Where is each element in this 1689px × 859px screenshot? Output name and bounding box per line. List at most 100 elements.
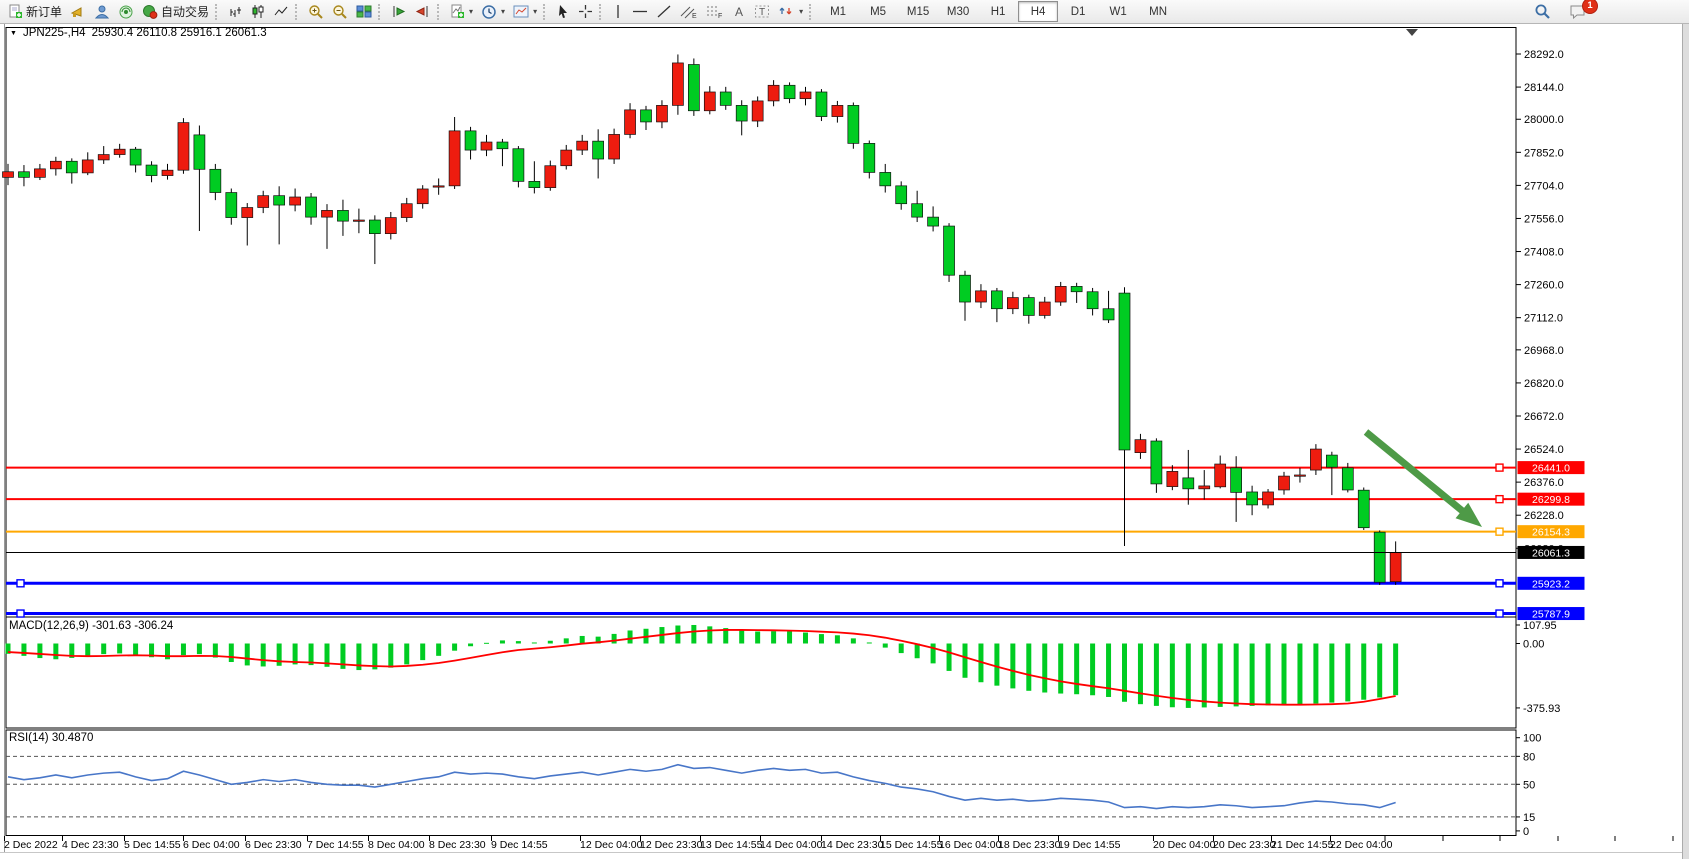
svg-text:26820.0: 26820.0	[1524, 378, 1564, 390]
svg-text:22 Dec 04:00: 22 Dec 04:00	[1330, 839, 1393, 851]
vertical-line-button[interactable]	[608, 1, 628, 23]
svg-text:28144.0: 28144.0	[1524, 82, 1564, 94]
indicators-button[interactable]: ▾	[446, 1, 477, 23]
svg-text:12 Dec 23:30: 12 Dec 23:30	[640, 839, 703, 851]
bar-chart-icon	[230, 7, 242, 17]
equidistant-channel-button[interactable]: E	[676, 1, 702, 23]
publish-button[interactable]	[66, 1, 90, 23]
candlestick-chart-button[interactable]	[247, 1, 270, 23]
terminal-button[interactable]	[90, 1, 114, 23]
svg-text:26061.3: 26061.3	[1532, 547, 1570, 559]
svg-text:7 Dec 14:55: 7 Dec 14:55	[307, 839, 364, 851]
fibonacci-button[interactable]: F	[702, 1, 728, 23]
symbol-ohlc-line[interactable]: ▼ JPN225-,H4 25930.4 26110.8 25916.1 260…	[10, 27, 267, 39]
clock-icon	[482, 4, 496, 19]
svg-text:50: 50	[1523, 779, 1535, 791]
timeframe-h4-button[interactable]: H4	[1018, 1, 1059, 22]
notification-badge: 1	[1582, 0, 1598, 14]
svg-text:80: 80	[1523, 751, 1535, 763]
arrows-button[interactable]: ▾	[774, 1, 807, 23]
trendline-icon	[657, 5, 671, 18]
text-label-button[interactable]: T	[750, 1, 774, 23]
dropdown-caret-icon: ▾	[501, 7, 506, 16]
svg-text:26672.0: 26672.0	[1524, 411, 1564, 423]
dropdown-caret-icon: ▾	[799, 7, 804, 16]
svg-text:16 Dec 04:00: 16 Dec 04:00	[939, 839, 1002, 851]
text-button[interactable]: A	[728, 1, 750, 23]
chart-canvas[interactable]: 28292.0 28144.0 28000.0 27852.0 27704.0 27556…	[0, 24, 1689, 859]
line-chart-button[interactable]	[270, 1, 293, 23]
text-icon: A	[735, 5, 743, 19]
zoom-out-button[interactable]	[328, 1, 352, 23]
bar-chart-button[interactable]	[224, 1, 247, 23]
toolbar-grip	[543, 3, 548, 20]
svg-text:27408.0: 27408.0	[1524, 247, 1564, 259]
svg-text:27112.0: 27112.0	[1524, 313, 1563, 325]
svg-text:0: 0	[1523, 826, 1529, 838]
chart-shift-marker[interactable]	[1406, 29, 1418, 36]
price-badges: 26441.0 26299.8 26154.3 26061.3 25923.2 25787…	[16, 461, 1585, 621]
search-button[interactable]	[1530, 1, 1555, 23]
timeframe-m5-button[interactable]: M5	[870, 5, 887, 18]
toolbar-grip	[599, 3, 604, 20]
crosshair-button[interactable]	[574, 1, 597, 23]
trendline-button[interactable]	[652, 1, 676, 23]
new-order-icon	[9, 4, 22, 18]
chart-shift-button[interactable]	[411, 1, 435, 23]
svg-text:100: 100	[1523, 733, 1541, 745]
timeframe-m30-button[interactable]: M30	[946, 5, 970, 18]
timeframe-m1-button[interactable]: M1	[830, 5, 847, 18]
crosshair-icon	[579, 5, 593, 18]
svg-text:14 Dec 23:30: 14 Dec 23:30	[821, 839, 884, 851]
tile-windows-button[interactable]	[352, 1, 376, 23]
timeframe-mn-button[interactable]: MN	[1149, 5, 1168, 18]
auto-trading-button[interactable]: 自动交易	[138, 1, 213, 23]
arrows-icon	[779, 7, 792, 15]
timeframe-d1-button[interactable]: D1	[1070, 5, 1086, 18]
svg-text:26968.0: 26968.0	[1524, 345, 1564, 357]
horizontal-line-button[interactable]	[628, 1, 652, 23]
zoom-in-button[interactable]	[304, 1, 328, 23]
cursor-button[interactable]	[552, 1, 574, 23]
dropdown-caret-icon: ▾	[533, 7, 538, 16]
auto-scroll-button[interactable]	[387, 1, 411, 23]
timeframe-m15-button[interactable]: M15	[906, 5, 930, 18]
terminal-person-icon	[94, 5, 110, 19]
templates-button[interactable]: ▾	[509, 1, 541, 23]
svg-text:13 Dec 14:55: 13 Dec 14:55	[700, 839, 763, 851]
new-order-button[interactable]: 新订单	[4, 1, 66, 23]
line-chart-icon	[274, 6, 288, 16]
macd-panel: 107.95 0.00 -375.93	[5, 620, 1560, 715]
periods-button[interactable]: ▾	[477, 1, 509, 23]
timeframe-group: M1 M5 M15 M30 H1 H4 D1 W1 MN	[818, 1, 1178, 22]
window-right-strip[interactable]	[1682, 24, 1689, 859]
svg-text:26228.0: 26228.0	[1524, 510, 1564, 522]
horn-icon	[70, 7, 82, 17]
toolbar-grip	[378, 3, 383, 20]
svg-text:25787.9: 25787.9	[1532, 609, 1570, 621]
svg-text:12 Dec 04:00: 12 Dec 04:00	[580, 839, 643, 851]
horizontal-line-icon	[633, 10, 648, 13]
template-icon	[513, 5, 529, 18]
indicators-icon	[451, 4, 465, 18]
toolbar-grip	[437, 3, 442, 20]
svg-text:E: E	[692, 13, 697, 19]
signals-button[interactable]	[114, 1, 138, 23]
timeframe-h1-button[interactable]: H1	[990, 5, 1006, 18]
candlesticks	[2, 54, 1402, 585]
time-axis[interactable]: 2 Dec 2022 4 Dec 23:30 5 Dec 14:55 6 Dec 04…	[4, 836, 1674, 851]
svg-text:107.95: 107.95	[1523, 620, 1557, 632]
timeframe-w1-button[interactable]: W1	[1109, 5, 1127, 18]
svg-text:6 Dec 04:00: 6 Dec 04:00	[183, 839, 240, 851]
toolbar-grip	[295, 3, 300, 20]
svg-text:20 Dec 23:30: 20 Dec 23:30	[1213, 839, 1276, 851]
rsi-panel: 100 80 50 15 0	[6, 733, 1541, 838]
collapse-triangle-icon[interactable]: ▼	[10, 29, 17, 37]
svg-text:F: F	[718, 13, 722, 19]
panel-frames	[0, 24, 1689, 853]
price-axis[interactable]: 28292.0 28144.0 28000.0 27852.0 27704.0 27556…	[1516, 49, 1564, 555]
notifications-button[interactable]: 1	[1565, 0, 1598, 23]
svg-text:15: 15	[1523, 812, 1535, 824]
trend-arrow-object[interactable]	[1363, 429, 1482, 527]
vertical-line-icon	[617, 5, 619, 18]
